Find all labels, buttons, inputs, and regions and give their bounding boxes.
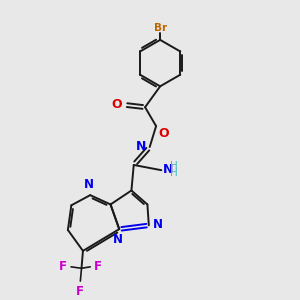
Text: O: O xyxy=(158,127,169,140)
Text: N: N xyxy=(136,140,146,154)
Text: F: F xyxy=(94,260,102,273)
Text: H: H xyxy=(170,168,178,178)
Text: N: N xyxy=(163,163,173,176)
Text: H: H xyxy=(170,161,178,171)
Text: F: F xyxy=(59,260,67,273)
Text: N: N xyxy=(153,218,163,231)
Text: O: O xyxy=(111,98,122,111)
Text: N: N xyxy=(113,233,123,246)
Text: N: N xyxy=(84,178,94,191)
Text: Br: Br xyxy=(154,22,167,33)
Text: F: F xyxy=(76,285,84,298)
